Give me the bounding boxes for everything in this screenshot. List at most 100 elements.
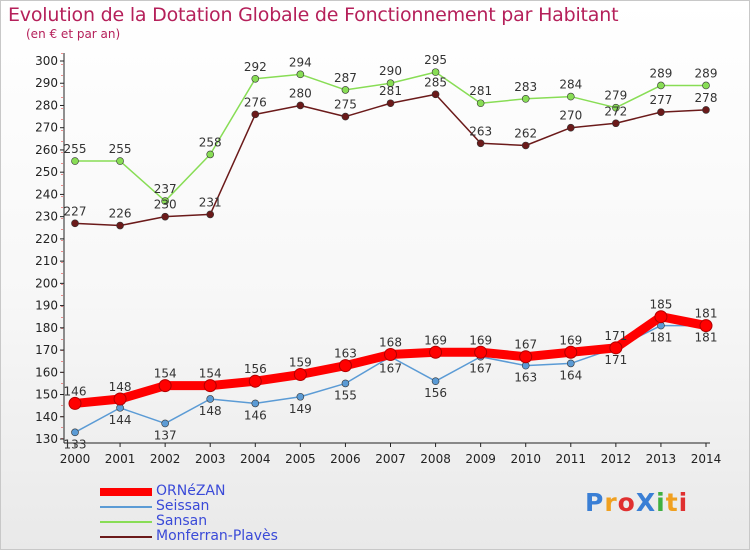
series-point-2 [566, 92, 575, 101]
data-label-1: 181 [649, 331, 672, 345]
series-point-2 [657, 81, 665, 90]
data-label-1: 155 [334, 388, 357, 402]
series-point-2 [386, 79, 395, 88]
data-label-3: 262 [514, 126, 537, 140]
data-label-2: 255 [109, 142, 132, 156]
series-point-1 [566, 359, 575, 368]
series-point-3 [476, 139, 485, 148]
series-point-1 [431, 377, 440, 385]
data-label-3: 227 [64, 204, 87, 218]
data-label-3: 270 [559, 109, 582, 123]
data-label-1: 167 [469, 362, 492, 376]
data-label-1: 181 [695, 331, 718, 345]
series-point-2 [341, 86, 350, 94]
data-label-0: 148 [109, 380, 132, 394]
series-point-3 [431, 90, 440, 99]
series-point-0 [609, 341, 623, 355]
y-tick-label: 300 [35, 54, 58, 68]
x-tick-label: 2010 [510, 452, 541, 466]
data-label-0: 169 [469, 333, 492, 347]
y-tick-label: 290 [35, 76, 58, 90]
data-label-3: 285 [424, 75, 447, 89]
data-label-1: 149 [289, 402, 312, 416]
series-point-3 [657, 108, 665, 116]
logo-letter: P [585, 488, 605, 517]
series-point-3 [521, 141, 530, 150]
x-tick-label: 2008 [420, 452, 451, 466]
data-label-0: 171 [604, 329, 627, 343]
data-label-2: 287 [334, 71, 357, 85]
y-tick-label: 230 [35, 210, 58, 224]
series-point-3 [116, 221, 124, 230]
series-point-1 [206, 395, 215, 403]
y-tick-label: 250 [35, 165, 58, 179]
data-label-3: 272 [604, 104, 627, 118]
data-label-1: 163 [514, 371, 537, 385]
data-label-3: 230 [154, 198, 177, 212]
x-tick-label: 2005 [285, 452, 316, 466]
series-point-1 [296, 392, 305, 401]
y-tick-label: 210 [35, 254, 58, 268]
series-point-2 [251, 74, 260, 83]
data-label-1: 167 [379, 362, 402, 376]
x-tick-label: 2004 [240, 452, 271, 466]
series-point-2 [702, 81, 710, 90]
series-point-3 [386, 99, 395, 108]
series-point-3 [206, 210, 215, 219]
logo-letter: i [656, 488, 666, 517]
y-tick-label: 140 [35, 410, 58, 424]
data-label-3: 276 [244, 95, 267, 109]
series-point-2 [71, 157, 79, 165]
data-label-2: 292 [244, 60, 267, 74]
series-point-2 [521, 95, 530, 103]
data-label-0: 168 [379, 336, 402, 350]
series-point-0 [293, 368, 307, 382]
series-point-2 [161, 197, 169, 205]
series-point-2 [296, 70, 305, 79]
data-label-2: 284 [559, 78, 582, 92]
x-tick-label: 2001 [105, 452, 136, 466]
series-point-0 [564, 345, 578, 359]
data-label-3: 278 [695, 91, 718, 105]
logo-letter: i [678, 488, 689, 517]
y-tick-label: 260 [35, 143, 58, 157]
series-point-3 [341, 112, 350, 121]
y-tick-label: 270 [35, 121, 58, 135]
series-point-1 [251, 399, 260, 408]
chart-subtitle: (en € et par an) [26, 27, 121, 41]
logo-letter: t [665, 488, 679, 517]
y-tick-label: 220 [35, 232, 58, 246]
data-label-2: 258 [199, 135, 222, 149]
data-label-3: 275 [334, 98, 357, 112]
data-label-2: 294 [289, 55, 312, 69]
legend-label-sansan: Sansan [156, 513, 208, 529]
legend-swatch-sansan [100, 521, 152, 523]
series-point-0 [519, 350, 533, 364]
series-point-2 [116, 157, 124, 165]
data-label-2: 289 [649, 66, 672, 80]
data-label-0: 181 [695, 307, 718, 321]
x-tick-label: 2014 [691, 452, 722, 466]
x-tick-label: 2007 [375, 452, 406, 466]
data-label-3: 280 [289, 86, 312, 100]
series-point-0 [699, 319, 713, 333]
data-label-3: 226 [109, 207, 132, 221]
y-tick-label: 240 [35, 187, 58, 201]
series-point-2 [206, 150, 215, 159]
series-point-0 [429, 345, 443, 359]
series-point-3 [566, 123, 575, 132]
data-label-2: 295 [424, 53, 447, 67]
data-label-3: 263 [469, 124, 492, 138]
data-label-0: 156 [244, 362, 267, 376]
legend-swatch-ornezan [100, 488, 152, 496]
data-label-1: 137 [154, 428, 177, 442]
data-label-3: 281 [379, 84, 402, 98]
series-point-1 [71, 428, 79, 437]
series-point-0 [474, 345, 488, 359]
series-point-3 [251, 110, 260, 119]
x-tick-label: 2000 [60, 452, 91, 466]
legend-label-seissan: Seissan [156, 498, 210, 514]
legend-label-monferran-plaves: Monferran-Plavès [156, 528, 278, 544]
y-tick-label: 190 [35, 299, 58, 313]
legend-label-ornezan: ORNéZAN [156, 483, 226, 499]
